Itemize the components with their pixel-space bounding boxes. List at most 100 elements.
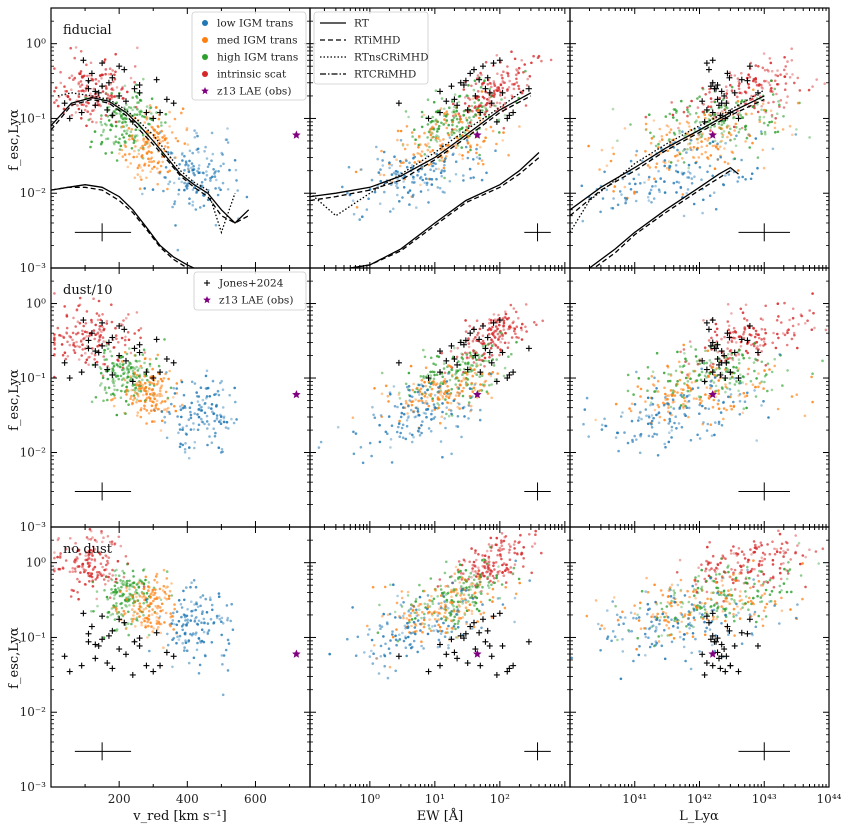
scatter-point-med <box>487 372 491 376</box>
scatter-point-intrinsic <box>523 63 526 66</box>
scatter-point-intrinsic <box>84 551 88 554</box>
scatter-point-high <box>435 134 438 137</box>
scatter-point-low <box>373 416 377 420</box>
jones2024-point <box>714 82 721 89</box>
scatter-point-low <box>687 176 691 179</box>
scatter-point-med <box>447 389 451 392</box>
scatter-point-med <box>720 127 723 131</box>
scatter-point-high <box>498 331 502 334</box>
row-label: fiducial <box>63 23 112 38</box>
scatter-point-high <box>648 113 651 116</box>
scatter-point-high <box>134 386 137 390</box>
scatter-point-low <box>371 405 374 409</box>
scatter-point-med <box>437 406 441 410</box>
jones2024-point <box>136 349 143 356</box>
scatter-point-low <box>658 190 661 193</box>
scatter-point-med <box>612 152 615 156</box>
scatter-point-med <box>769 109 773 112</box>
scatter-point-med <box>162 377 166 380</box>
scatter-point-high <box>503 366 507 370</box>
scatter-point-high <box>135 591 139 595</box>
scatter-point-med <box>398 419 401 423</box>
scatter-point-intrinsic <box>88 74 92 77</box>
scatter-point-med <box>711 405 715 409</box>
scatter-point-low <box>408 388 411 392</box>
scatter-point-intrinsic <box>76 331 80 335</box>
scatter-point-low <box>167 182 170 186</box>
scatter-point-low <box>687 170 690 173</box>
scatter-point-high <box>479 573 483 576</box>
scatter-point-low <box>189 619 192 622</box>
scatter-point-high <box>495 574 499 577</box>
scatter-point-med <box>670 394 674 398</box>
scatter-point-high <box>115 581 119 585</box>
scatter-point-intrinsic <box>540 59 543 63</box>
scatter-point-med <box>419 387 423 391</box>
scatter-point-intrinsic <box>764 304 767 308</box>
scatter-point-low <box>210 603 214 607</box>
scatter-point-high <box>428 627 431 630</box>
scatter-point-intrinsic <box>493 342 496 346</box>
scatter-point-intrinsic <box>75 308 79 311</box>
scatter-point-intrinsic <box>733 74 737 77</box>
scatter-point-med <box>115 607 118 610</box>
scatter-point-intrinsic <box>491 340 495 344</box>
scatter-point-low <box>203 621 206 624</box>
scatter-point-med <box>731 375 734 379</box>
scatter-point-high <box>679 404 683 407</box>
scatter-point-low <box>395 184 398 188</box>
scatter-point-high <box>448 106 451 109</box>
scatter-point-high <box>708 359 712 362</box>
scatter-point-med <box>421 622 424 625</box>
scatter-point-low <box>168 180 172 183</box>
scatter-point-low <box>197 637 201 640</box>
scatter-point-high <box>432 597 436 601</box>
scatter-point-low <box>197 171 201 175</box>
scatter-point-med <box>440 391 443 394</box>
scatter-point-high <box>100 140 104 144</box>
scatter-point-med <box>124 627 128 631</box>
jones2024-point <box>122 98 129 105</box>
scatter-point-high <box>430 599 434 603</box>
scatter-point-med <box>612 190 615 193</box>
panel-frame <box>309 267 571 528</box>
scatter-point-high <box>705 361 709 365</box>
scatter-point-low <box>177 188 181 192</box>
scatter-point-low <box>429 168 432 171</box>
scatter-point-high <box>467 588 471 592</box>
scatter-point-high <box>477 609 481 613</box>
jones2024-point <box>731 349 738 356</box>
scatter-point-low <box>647 415 651 419</box>
z13-lae-star <box>708 390 717 399</box>
scatter-point-low <box>236 189 239 192</box>
scatter-point-low <box>379 179 383 183</box>
scatter-point-low <box>235 179 238 182</box>
scatter-point-high <box>408 620 411 624</box>
scatter-point-low <box>416 407 420 411</box>
scatter-point-intrinsic <box>100 574 104 578</box>
scatter-point-low <box>402 186 406 189</box>
scatter-point-high <box>135 588 138 592</box>
scatter-point-intrinsic <box>129 351 133 355</box>
scatter-point-high <box>407 371 411 375</box>
scatter-point-intrinsic <box>110 303 113 307</box>
scatter-point-high <box>709 126 712 129</box>
scatter-point-low <box>399 402 403 406</box>
scatter-point-med <box>137 581 141 584</box>
scatter-point-intrinsic <box>499 93 502 97</box>
scatter-point-med <box>141 169 144 172</box>
scatter-point-high <box>124 399 128 403</box>
scatter-point-med <box>158 596 161 599</box>
scatter-point-low <box>370 454 373 458</box>
scatter-point-intrinsic <box>91 585 95 588</box>
scatter-point-high <box>117 377 120 381</box>
scatter-point-low <box>456 425 460 428</box>
scatter-point-med <box>152 593 155 597</box>
scatter-point-low <box>227 642 231 645</box>
scatter-point-intrinsic <box>104 554 107 557</box>
scatter-point-intrinsic <box>77 90 81 93</box>
scatter-point-med <box>613 185 617 188</box>
scatter-point-intrinsic <box>720 110 724 113</box>
scatter-point-intrinsic <box>499 82 503 86</box>
